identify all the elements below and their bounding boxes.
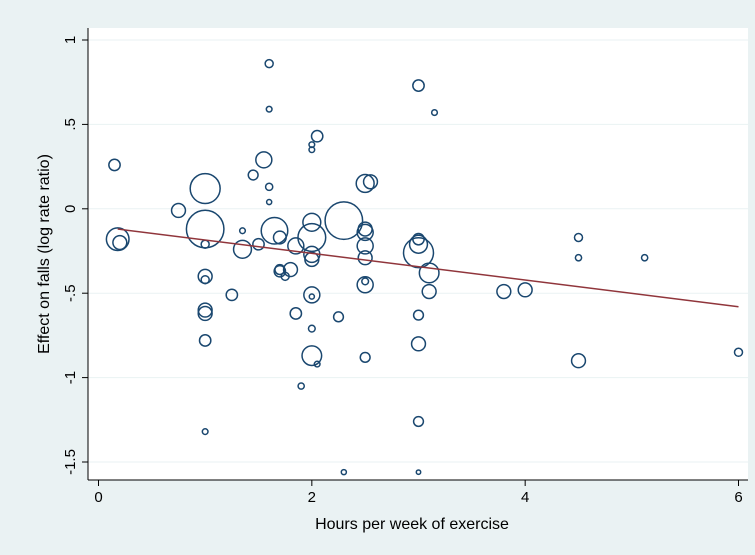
data-point	[197, 302, 213, 318]
data-point	[289, 307, 303, 320]
data-point	[356, 276, 374, 294]
plot-area	[88, 28, 748, 480]
data-point	[356, 223, 374, 242]
data-point	[287, 237, 305, 255]
data-point	[238, 227, 247, 235]
data-point	[198, 334, 212, 347]
data-point	[264, 182, 274, 192]
data-point	[255, 151, 273, 169]
data-point	[415, 469, 422, 476]
x-tick-label: 2	[308, 489, 316, 506]
data-point	[282, 261, 299, 278]
data-point	[170, 202, 187, 219]
data-point	[112, 234, 128, 251]
data-point	[303, 286, 321, 304]
data-point	[359, 351, 371, 363]
data-point	[301, 345, 323, 367]
data-point	[189, 172, 221, 205]
data-point	[332, 311, 345, 323]
data-point	[412, 415, 425, 428]
data-point	[361, 277, 370, 286]
data-point	[402, 236, 435, 269]
data-point	[421, 283, 437, 300]
data-point	[355, 173, 375, 194]
x-tick-label: 4	[521, 489, 529, 506]
data-point	[574, 253, 583, 262]
data-point	[200, 274, 210, 285]
data-point	[225, 288, 239, 302]
y-tick-label: 0	[62, 205, 79, 213]
data-point	[273, 264, 287, 278]
data-point	[412, 309, 425, 321]
data-point	[496, 283, 512, 300]
data-point	[418, 262, 440, 284]
data-point	[247, 169, 259, 181]
data-point	[340, 468, 348, 476]
axis-labels: -1.5 -1 -.5 0 .5 1 0 2 4 6	[62, 36, 743, 506]
data-point	[357, 250, 373, 266]
gridlines	[88, 39, 748, 463]
data-point	[307, 324, 316, 333]
y-tick-label: -.5	[62, 284, 79, 302]
data-point	[733, 347, 744, 358]
x-tick-label: 0	[94, 489, 102, 506]
data-point	[570, 353, 587, 369]
data-point	[573, 232, 584, 243]
data-point	[232, 239, 253, 260]
axes	[82, 28, 748, 486]
data-point	[265, 105, 273, 113]
data-point	[297, 382, 306, 390]
data-point	[105, 227, 130, 252]
data-point	[408, 234, 429, 254]
data-point	[297, 222, 327, 253]
data-point	[201, 428, 209, 436]
data-point	[260, 216, 289, 245]
y-axis-title: Effect on falls (log rate ratio)	[36, 154, 53, 354]
data-point	[108, 158, 121, 172]
data-point	[308, 293, 316, 300]
data-point	[356, 237, 374, 255]
data-point	[412, 79, 425, 92]
fit-line	[117, 228, 739, 308]
data-points	[105, 58, 744, 476]
data-point	[517, 282, 533, 298]
data-point	[430, 109, 439, 117]
fit-line-group	[117, 228, 739, 308]
data-point	[640, 253, 649, 262]
y-tick-label: -1	[62, 371, 79, 384]
data-point	[304, 251, 320, 268]
y-tick-label: 1	[62, 36, 79, 44]
y-tick-label: -1.5	[62, 449, 79, 475]
data-point	[410, 336, 427, 352]
data-point	[272, 230, 287, 245]
data-point	[302, 212, 322, 232]
data-point	[197, 305, 213, 322]
data-point	[310, 129, 324, 143]
data-point	[264, 58, 274, 69]
data-point	[308, 146, 316, 154]
data-point	[252, 237, 265, 251]
x-tick-label: 6	[734, 489, 742, 506]
data-point	[362, 174, 379, 190]
x-axis-title: Hours per week of exercise	[315, 516, 509, 533]
data-point	[313, 360, 321, 368]
data-point	[265, 198, 273, 206]
y-tick-label: .5	[62, 118, 79, 131]
data-point	[324, 201, 364, 241]
